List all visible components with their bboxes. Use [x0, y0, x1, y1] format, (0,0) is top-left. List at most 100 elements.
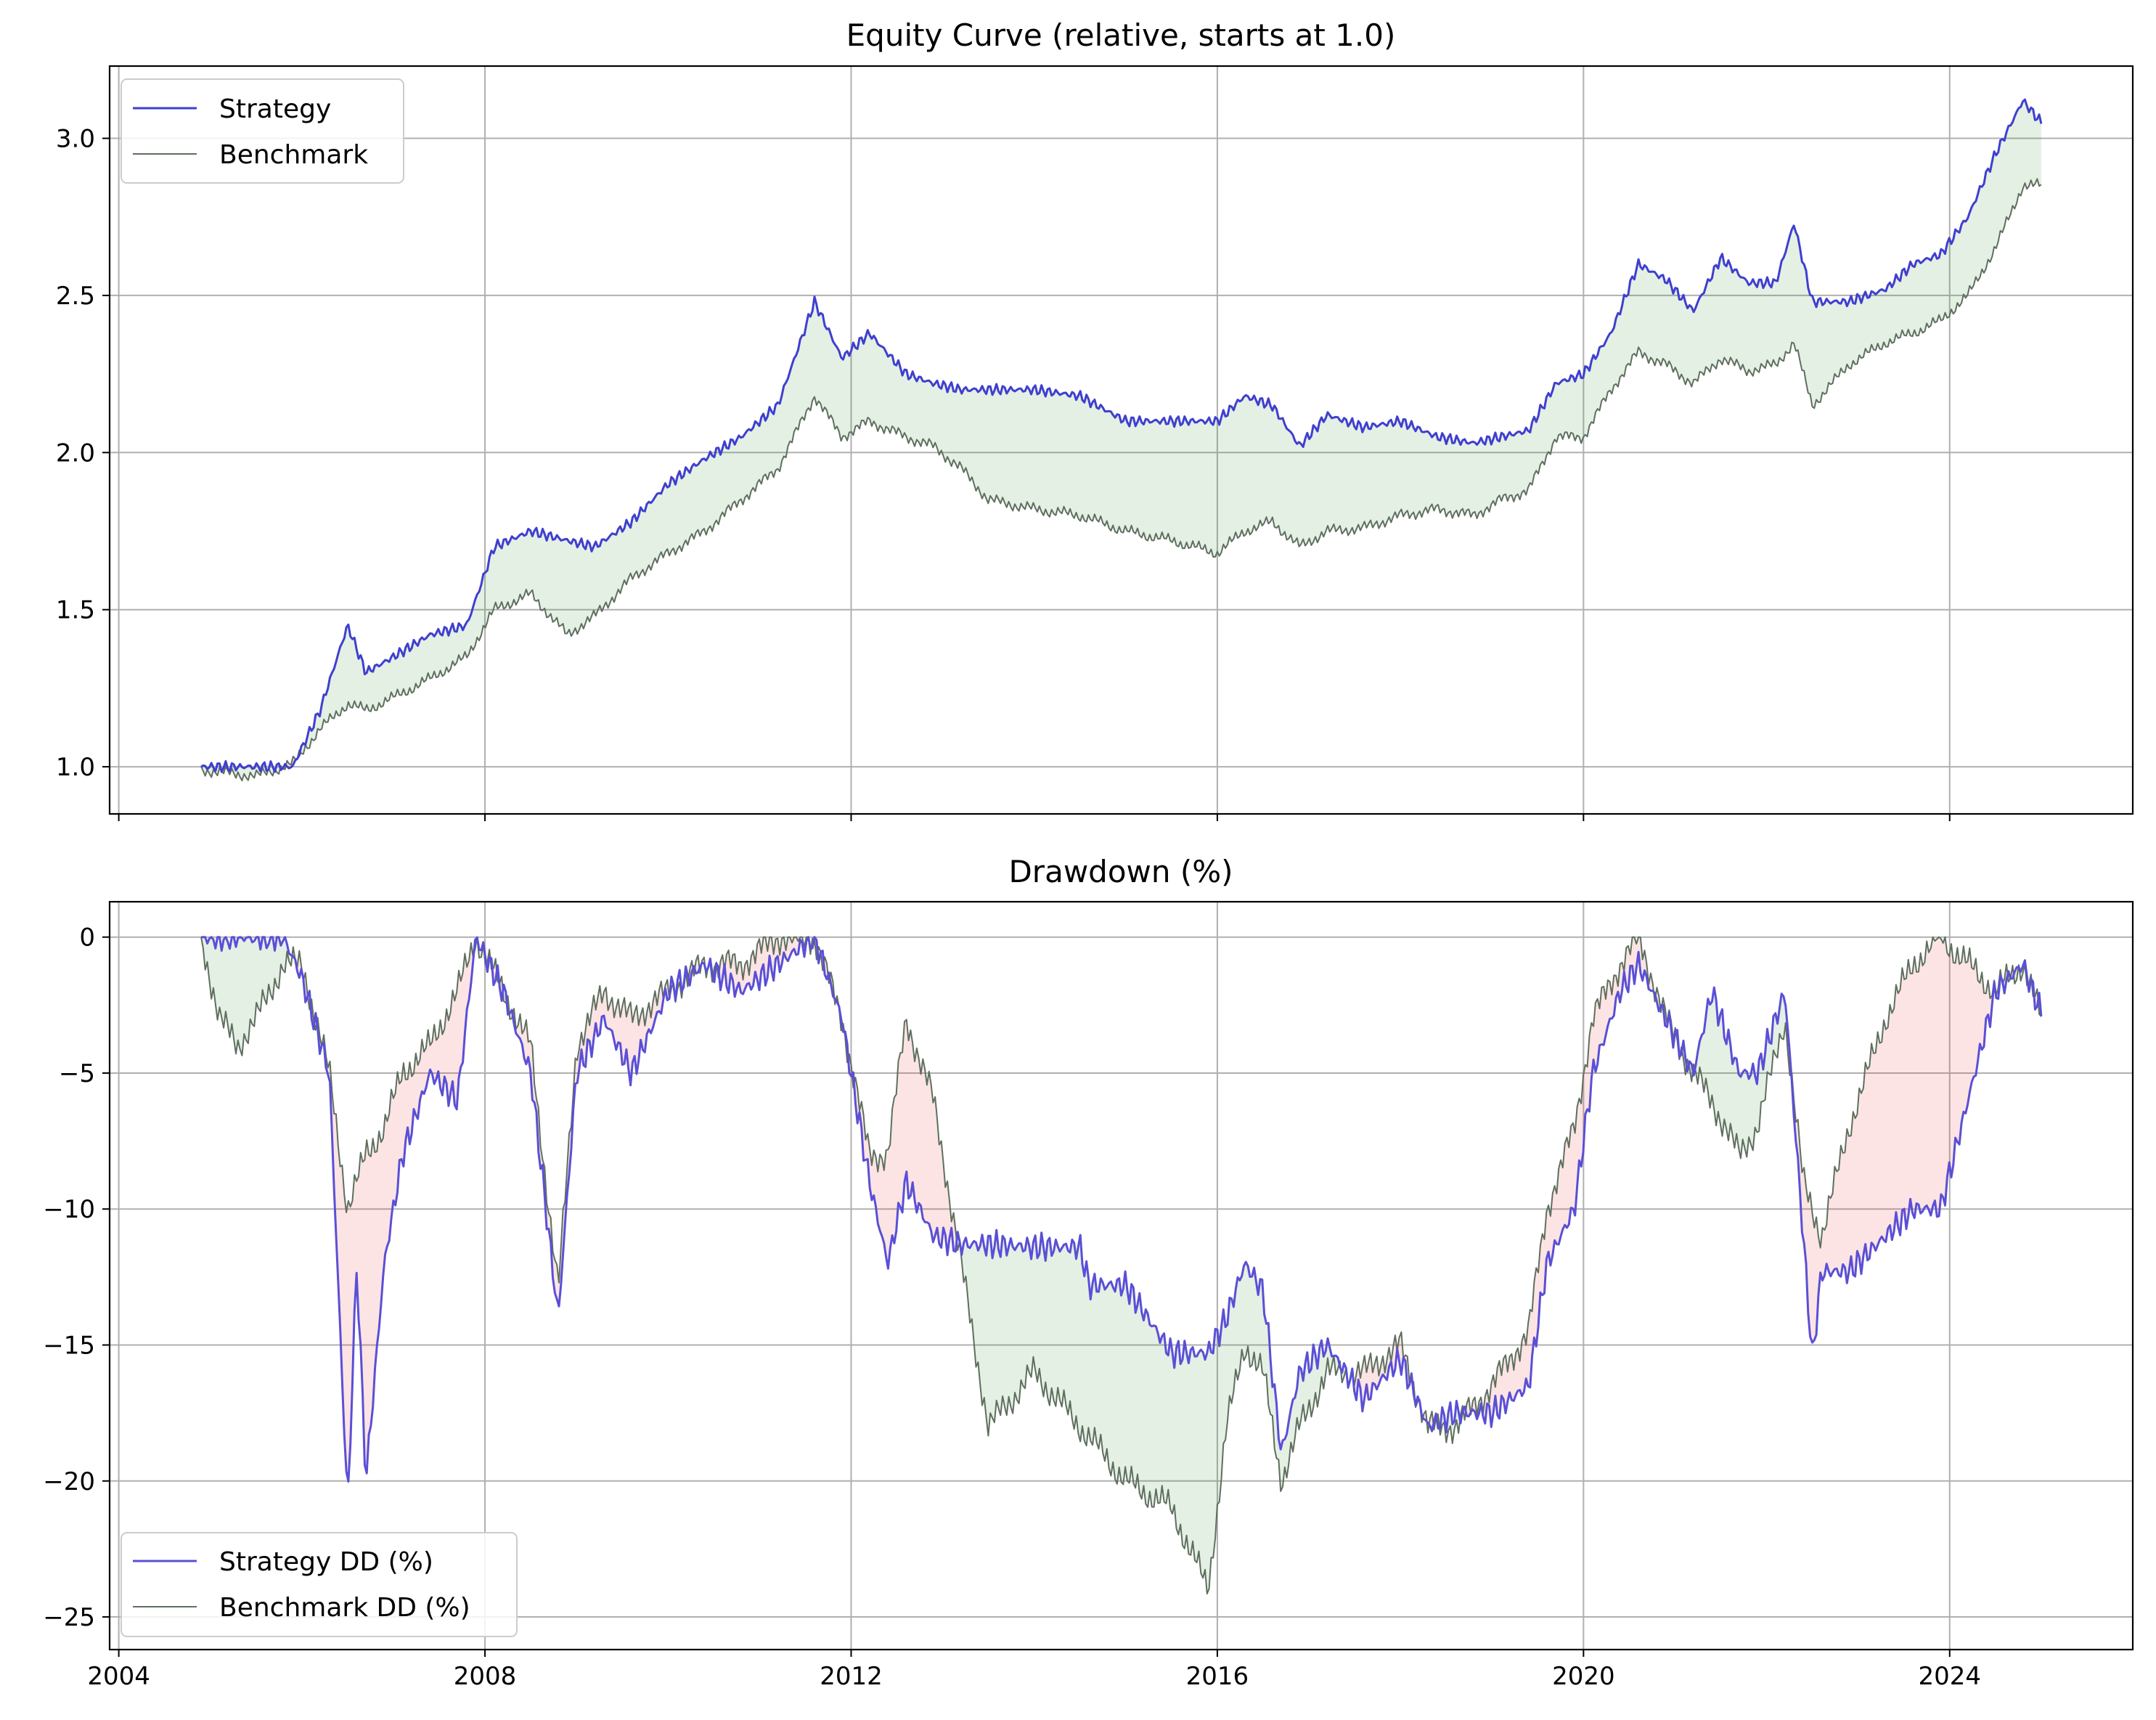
- spread-fill-negative: [524, 1019, 526, 1064]
- spread-fill-negative: [1609, 982, 1612, 1019]
- spread-fill-positive: [1321, 417, 1324, 537]
- spread-fill-positive: [1215, 417, 1217, 557]
- spread-fill-positive: [1947, 237, 1950, 318]
- spread-fill-positive: [968, 391, 971, 481]
- spread-fill-positive: [1957, 231, 1960, 306]
- spread-fill-positive: [1894, 274, 1896, 343]
- equity-strategy-line: [200, 98, 2043, 773]
- spread-fill-positive: [2037, 114, 2040, 187]
- spread-fill-positive: [1556, 383, 1559, 442]
- spread-fill-negative: [1853, 1112, 1855, 1276]
- spread-fill-positive: [1160, 1336, 1162, 1503]
- spread-fill-positive: [1133, 1287, 1136, 1488]
- spread-fill-positive: [1026, 1237, 1029, 1373]
- spread-fill-positive: [1773, 279, 1776, 364]
- spread-fill-positive: [1969, 207, 1972, 289]
- spread-fill-positive: [1562, 379, 1565, 439]
- spread-fill-positive: [1804, 264, 1806, 383]
- spread-fill-positive: [407, 643, 410, 695]
- spread-fill-positive: [1025, 386, 1027, 510]
- spread-fill-negative: [941, 1141, 944, 1248]
- spread-fill-positive: [1712, 266, 1715, 367]
- spread-fill-positive: [1078, 1235, 1081, 1442]
- spread-fill-negative: [1892, 1008, 1895, 1240]
- spread-fill-negative: [888, 1144, 891, 1269]
- spread-fill-negative: [399, 1080, 402, 1160]
- spread-fill-positive: [720, 448, 723, 517]
- spread-fill-positive: [503, 539, 506, 609]
- spread-fill-positive: [1581, 378, 1583, 444]
- spread-fill-positive: [436, 629, 438, 678]
- spread-fill-negative: [1895, 985, 1898, 1227]
- spread-fill-positive: [1683, 295, 1686, 385]
- spread-fill-positive: [1865, 291, 1868, 353]
- spread-fill-positive: [1063, 393, 1066, 512]
- spread-fill-negative: [1914, 956, 1917, 1218]
- spread-fill-positive: [976, 388, 979, 491]
- spread-fill-positive: [1156, 420, 1159, 539]
- spread-fill-positive: [1787, 236, 1790, 354]
- spread-fill-positive: [1045, 1241, 1048, 1398]
- spread-fill-positive: [624, 520, 626, 585]
- spread-fill-positive: [1055, 390, 1058, 515]
- spread-fill-positive: [1228, 405, 1230, 545]
- spread-fill-positive: [563, 539, 565, 634]
- spread-fill-positive: [1082, 1264, 1085, 1441]
- y-tick-label: −5: [59, 1059, 95, 1088]
- spread-fill-positive: [1744, 1069, 1747, 1157]
- spread-fill-positive: [835, 344, 837, 429]
- spread-fill-positive: [557, 535, 559, 627]
- spread-fill-negative: [436, 1037, 438, 1080]
- spread-fill-positive: [822, 314, 825, 412]
- spread-fill-positive: [1792, 225, 1794, 343]
- spread-fill-positive: [1201, 420, 1204, 550]
- spread-fill-negative: [1902, 968, 1905, 1211]
- spread-fill-positive: [1068, 1250, 1071, 1415]
- spread-fill-positive: [747, 429, 749, 500]
- spread-fill-positive: [816, 304, 819, 406]
- spread-fill-positive: [264, 937, 267, 1005]
- spread-fill-positive: [528, 529, 531, 595]
- spread-fill-positive: [1818, 298, 1821, 402]
- spread-fill-positive: [550, 532, 553, 622]
- spread-fill-positive: [1233, 404, 1236, 539]
- spread-fill-positive: [1313, 1345, 1316, 1408]
- spread-fill-negative: [1814, 1217, 1817, 1340]
- spread-fill-positive: [512, 536, 514, 606]
- spread-fill-negative: [420, 1039, 422, 1100]
- spread-fill-positive: [1203, 420, 1205, 550]
- spread-fill-positive: [1651, 272, 1653, 360]
- spread-fill-positive: [348, 624, 351, 707]
- spread-fill-positive: [1540, 404, 1543, 465]
- spread-fill-negative: [1514, 1353, 1516, 1401]
- spread-fill-positive: [1063, 1244, 1066, 1406]
- spread-fill-positive: [851, 342, 854, 436]
- spread-fill-positive: [1236, 399, 1238, 539]
- spread-fill-positive: [1123, 415, 1126, 533]
- y-tick-label: −10: [43, 1195, 95, 1224]
- spread-fill-positive: [224, 937, 226, 1028]
- spread-fill-positive: [1967, 212, 1970, 296]
- spread-fill-positive: [1714, 265, 1717, 369]
- spread-fill-positive: [939, 387, 942, 455]
- drawdown-legend: Strategy DD (%) Benchmark DD (%): [121, 1532, 518, 1637]
- spread-fill-positive: [1734, 269, 1737, 366]
- spread-fill-positive: [1949, 237, 1951, 317]
- spread-fill-positive: [454, 631, 457, 666]
- spread-fill-positive: [1023, 391, 1026, 510]
- spread-fill-positive: [2033, 109, 2035, 187]
- spread-fill-positive: [698, 462, 701, 537]
- spread-fill-positive: [1098, 1278, 1101, 1449]
- spread-fill-positive: [1759, 280, 1761, 372]
- spread-fill-positive: [592, 546, 594, 616]
- spread-fill-positive: [1632, 276, 1635, 356]
- spread-fill-positive: [982, 1234, 984, 1406]
- spread-fill-positive: [1577, 370, 1580, 437]
- spread-fill-positive: [1342, 417, 1344, 534]
- spread-fill-negative: [1842, 1152, 1845, 1268]
- spread-fill-positive: [1829, 301, 1831, 385]
- spread-fill-positive: [1759, 1053, 1761, 1132]
- spread-fill-positive: [1186, 420, 1189, 548]
- spread-fill-positive: [1106, 411, 1109, 529]
- spread-fill-positive: [1892, 282, 1895, 343]
